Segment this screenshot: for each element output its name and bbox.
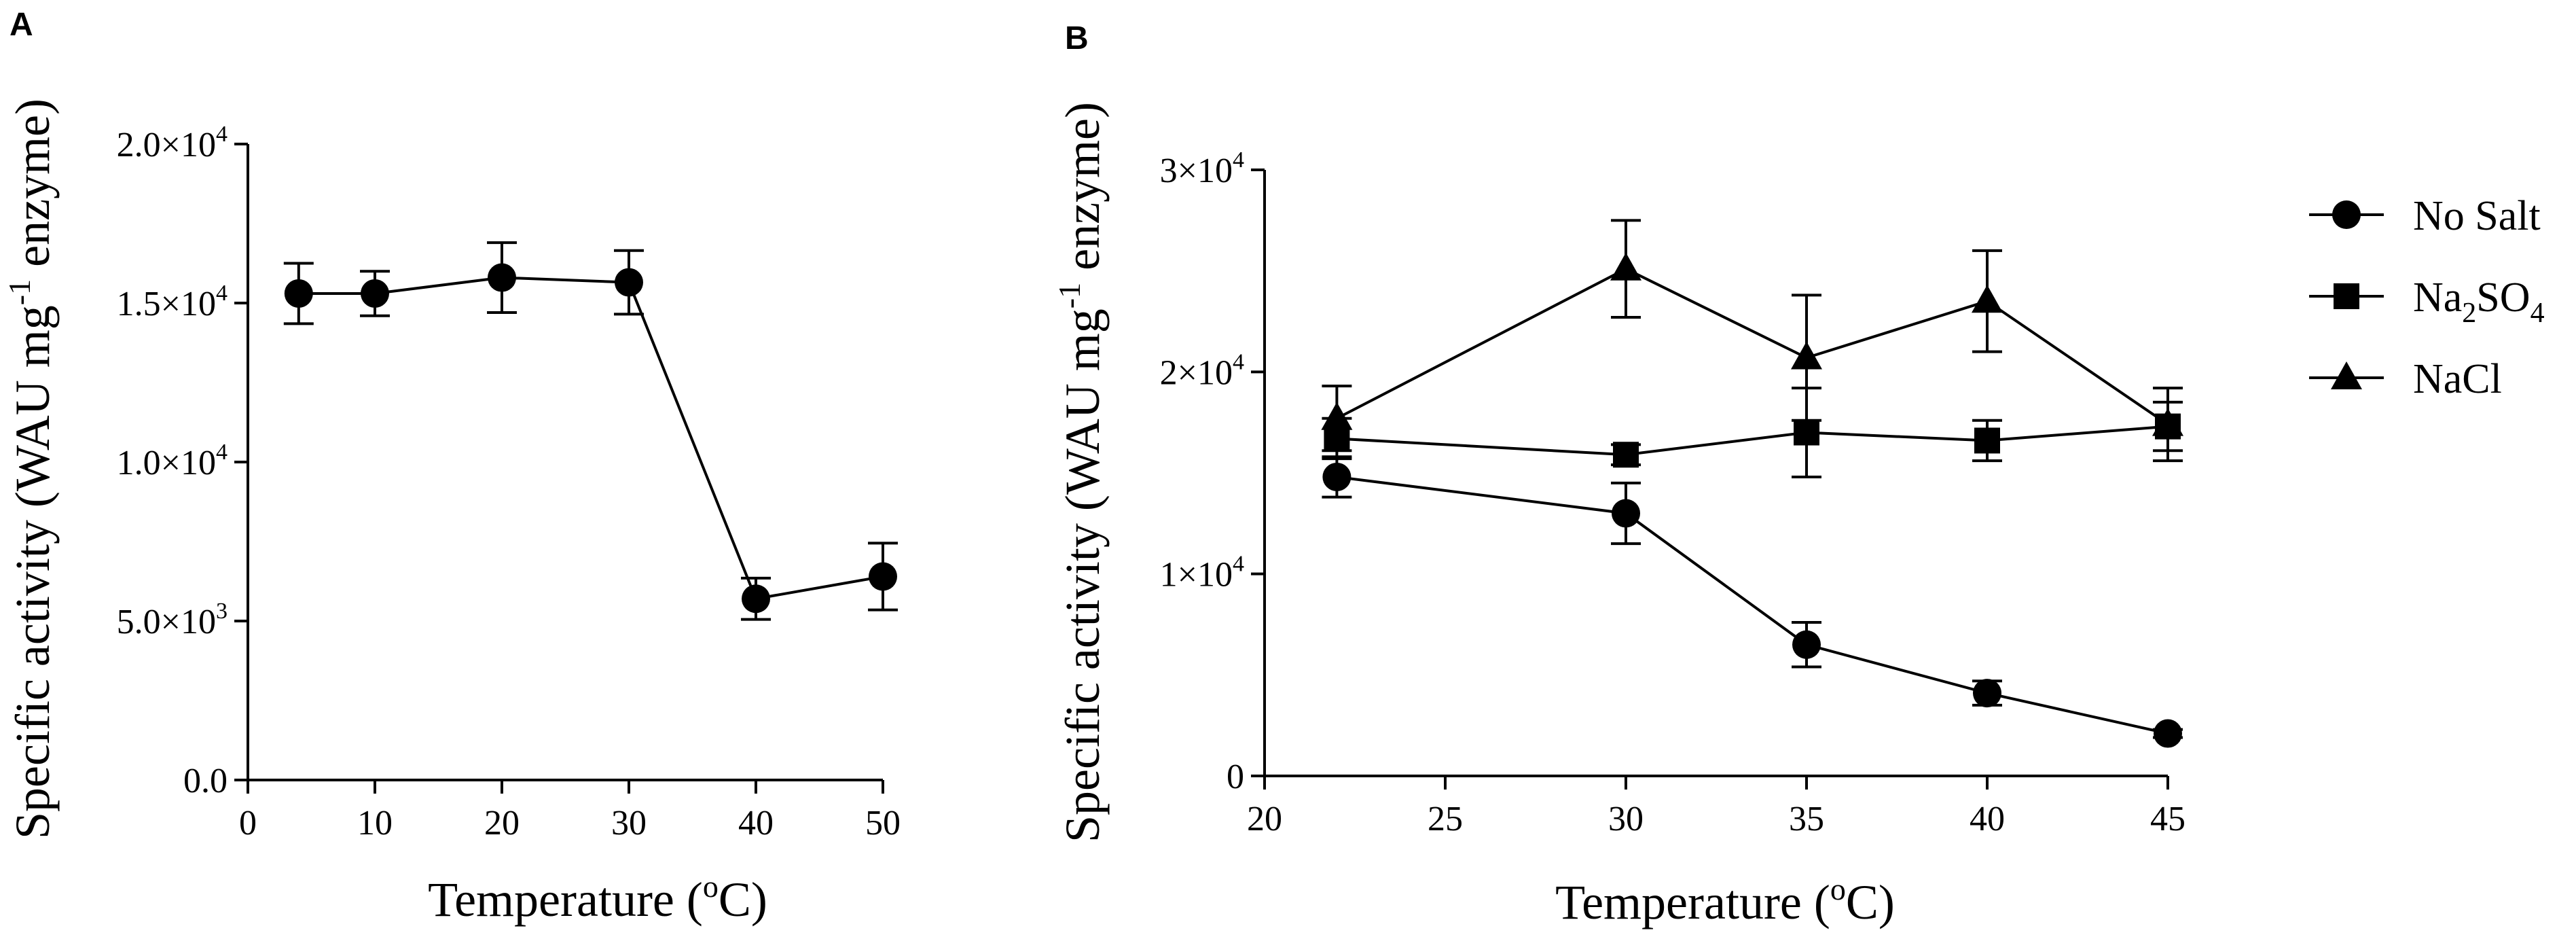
panel-a-x-tick-label: 0: [239, 804, 257, 843]
panel-b-x-tick-label: 20: [1247, 800, 1282, 838]
panel-b-y-tick-label: 2×104: [1160, 349, 1244, 392]
panel-b-label: B: [1065, 20, 1089, 56]
panel-b-series-na2so4-point: [1613, 442, 1639, 468]
panel-a-label: A: [10, 7, 33, 43]
panel-a-x-tick-label: 40: [738, 804, 774, 843]
legend-item-no-salt-label: No Salt: [2413, 193, 2541, 239]
legend-item-nacl-label: NaCl: [2413, 356, 2502, 402]
panel-b-series-no-salt-point: [1973, 679, 2001, 708]
panel-b-series-nacl-point: [1610, 252, 1641, 281]
panel-a-series-activity-point: [361, 279, 389, 308]
panel-b-series-no-salt-line: [1337, 475, 2169, 735]
panel-a-x-axis-label: Temperature (oC): [428, 869, 767, 927]
panel-b-series-na2so4-point: [1794, 419, 1819, 446]
panel-a-y-tick-label: 5.0×103: [117, 599, 228, 641]
panel-a-series-activity-point: [488, 263, 516, 292]
panel-a-x-tick-label: 10: [357, 804, 393, 843]
panel-b-series-no-salt-point: [1322, 462, 1352, 491]
legend-item-no-salt: No Salt: [2309, 193, 2541, 239]
panel-b-x-tick-label: 35: [1789, 800, 1824, 838]
panel-b-y-axis-label: Specific activity (WAU mg-1 enzyme): [1052, 102, 1110, 843]
panel-a-y-axis-label-sup: -1: [2, 279, 37, 305]
panel-b-y-axis-label-sup: -1: [1052, 283, 1087, 308]
panel-a-y-tick-label: 0.0: [183, 762, 228, 800]
panel-b-series-nacl-line: [1336, 267, 2169, 426]
panel-b-plot-area: 20 25 30 35 40 45 0 1×104 2×104 3×104: [1160, 147, 2185, 838]
panel-a-y-tick-label: 2.0×104: [117, 122, 228, 164]
panel-a-series-activity-line: [298, 276, 884, 601]
panel-b-y-tick-label: 1×104: [1160, 552, 1244, 595]
panel-b-legend: No Salt Na2SO4 NaCl: [2309, 193, 2545, 402]
panel-b-series-nacl-point: [1791, 341, 1822, 370]
panel-b-y-tick-label: 0: [1227, 758, 1244, 796]
panel-a-x-tick-label: 30: [611, 804, 647, 843]
legend-item-nacl-marker: [2331, 361, 2362, 389]
legend-item-no-salt-marker: [2332, 200, 2361, 229]
panel-b-series-nacl-point: [1972, 285, 2003, 313]
panel-a-chart: A 0 10 20 30 40 50 0.0 5.0×103 1.0×104 1.5×104 2.0…: [2, 7, 901, 927]
legend-item-na2so4: Na2SO4: [2309, 274, 2545, 329]
panel-b-x-tick-label: 30: [1608, 800, 1644, 838]
panel-a-x-axis-label-sup: o: [703, 869, 719, 904]
legend-item-na2so4-label: Na2SO4: [2413, 274, 2545, 329]
panel-a-x-tick-label: 20: [484, 804, 520, 843]
panel-b-series-no-salt-point: [1612, 499, 1640, 528]
panel-b-series-na2so4-point: [1974, 427, 2000, 454]
legend-item-na2so4-marker: [2334, 283, 2359, 309]
panel-b-x-tick-label: 40: [1970, 800, 2005, 838]
panel-b-series-no-salt-point: [1792, 630, 1821, 659]
panel-a-plot-area: 0 10 20 30 40 50 0.0 5.0×103 1.0×104 1.5×104 2.0×1…: [117, 122, 901, 843]
panel-b-series-nacl-point: [1321, 402, 1353, 430]
panel-a-series-activity-point: [284, 279, 313, 308]
panel-b-y-tick-label: 3×104: [1160, 147, 1244, 190]
panel-a-y-tick-label: 1.0×104: [117, 440, 228, 482]
panel-b-series-no-salt-point: [2154, 719, 2182, 748]
panel-a-x-tick-label: 50: [865, 804, 901, 843]
panel-b-x-axis-label: Temperature (oC): [1555, 872, 1895, 929]
panel-a-series-activity-point: [615, 268, 643, 297]
panel-b-x-tick-label: 25: [1428, 800, 1463, 838]
panel-a-y-axis-label: Specific activity (WAU mg-1 enzyme): [2, 99, 60, 839]
panel-a-series-activity-point: [869, 562, 897, 591]
panel-b-x-axis-label-sup: o: [1830, 872, 1846, 906]
legend-item-nacl: NaCl: [2309, 356, 2502, 402]
panel-b-series-na2so4-line: [1337, 425, 2169, 457]
panel-a-y-tick-label: 1.5×104: [117, 281, 228, 323]
panel-b-series-nacl-point: [2152, 408, 2183, 436]
panel-a-series-activity-point: [742, 584, 770, 614]
panel-b-x-tick-label: 45: [2150, 800, 2185, 838]
panel-b-chart: B 20 25 30 35 40 45 0 1×104 2×104 3×104 Temperatu…: [1052, 20, 2545, 929]
